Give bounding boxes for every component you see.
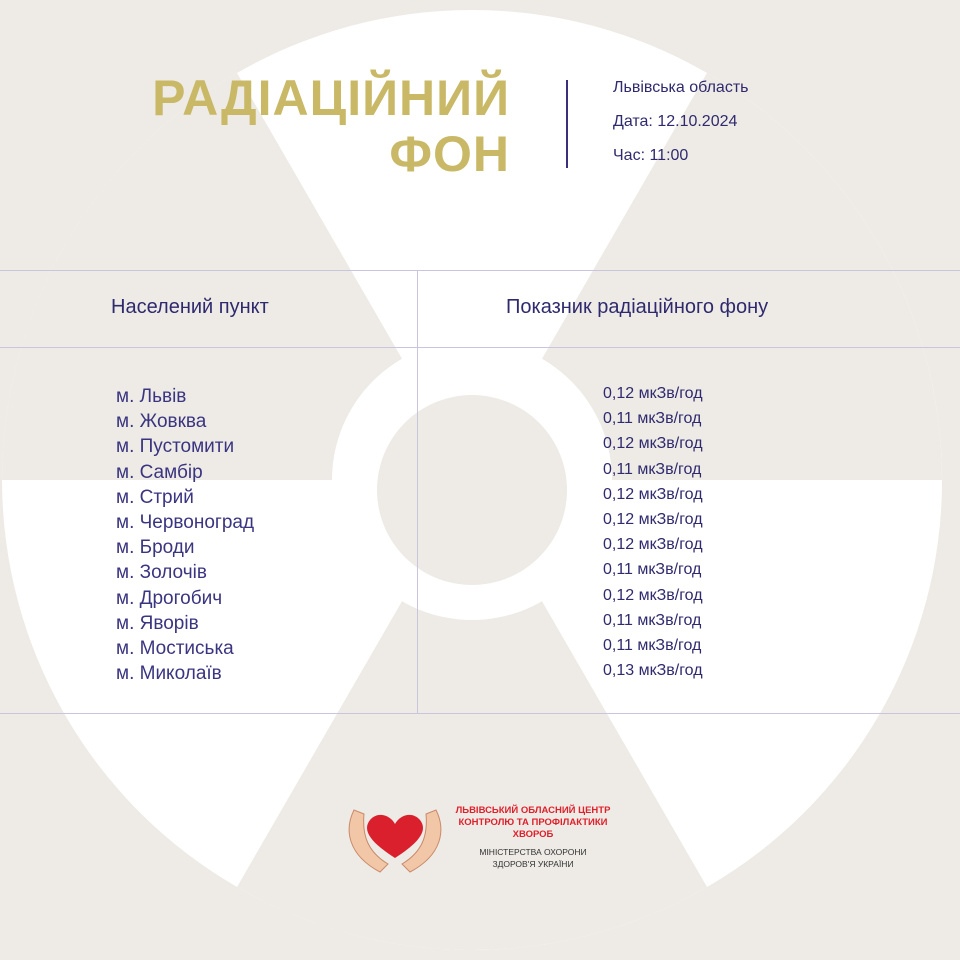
city-cell: м. Самбір <box>116 461 203 483</box>
city-cell: м. Яворів <box>116 612 199 634</box>
radiation-value-cell: 0,12 мкЗв/год <box>603 485 703 503</box>
value-list: 0,12 мкЗв/год 0,11 мкЗв/год 0,12 мкЗв/год 0… <box>603 382 703 684</box>
radiation-value-cell: 0,11 мкЗв/год <box>603 410 702 428</box>
page-title: РАДІАЦІЙНИЙ ФОН <box>152 70 510 182</box>
city-cell: м. Мостиська <box>116 637 234 659</box>
organization-name: ЛЬВІВСЬКИЙ ОБЛАСНИЙ ЦЕНТР КОНТРОЛЮ ТА ПР… <box>455 805 611 840</box>
radiation-value-cell: 0,12 мкЗв/год <box>603 385 703 402</box>
radiation-value-cell: 0,13 мкЗв/год <box>603 662 703 680</box>
city-cell: м. Броди <box>116 537 195 559</box>
radiation-value-cell: 0,11 мкЗв/год <box>603 561 702 579</box>
city-list: м. Львів м. Жовква м. Пустомити м. Самбір м.… <box>116 384 254 686</box>
city-cell: м. Жовква <box>116 411 207 433</box>
city-cell: м. Львів <box>116 386 187 407</box>
radiation-value-cell: 0,12 мкЗв/год <box>603 536 703 554</box>
radiation-value-cell: 0,12 мкЗв/год <box>603 435 703 453</box>
table-top-border <box>0 270 960 271</box>
radiation-value-cell: 0,12 мкЗв/год <box>603 586 703 604</box>
city-cell: м. Дрогобич <box>116 587 223 609</box>
table-bottom-border <box>0 713 960 714</box>
city-cell: м. Золочів <box>116 562 207 584</box>
city-cell: м. Пустомити <box>116 436 235 458</box>
city-cell: м. Стрий <box>116 486 194 508</box>
header-info: Львівська область Дата: 12.10.2024 Час: … <box>613 78 748 180</box>
table-column-divider <box>417 270 418 714</box>
time: Час: 11:00 <box>613 147 689 164</box>
table-header-border <box>0 347 960 348</box>
date: Дата: 12.10.2024 <box>613 113 738 130</box>
radiation-value-cell: 0,11 мкЗв/год <box>603 636 702 654</box>
radiation-value-cell: 0,11 мкЗв/год <box>603 611 702 629</box>
column-header-city: Населений пункт <box>111 296 269 318</box>
city-cell: м. Червоноград <box>116 511 255 533</box>
city-cell: м. Миколаїв <box>116 663 222 685</box>
heart-in-hands-icon <box>348 809 442 873</box>
ministry-name: МІНІСТЕРСТВА ОХОРОНИ ЗДОРОВ'Я УКРАЇНИ <box>479 847 587 869</box>
header-divider <box>566 80 568 168</box>
column-header-value: Показник радіаційного фону <box>506 296 769 318</box>
region: Львівська область <box>613 79 749 96</box>
radiation-value-cell: 0,11 мкЗв/год <box>603 460 702 478</box>
radiation-value-cell: 0,12 мкЗв/год <box>603 510 703 528</box>
